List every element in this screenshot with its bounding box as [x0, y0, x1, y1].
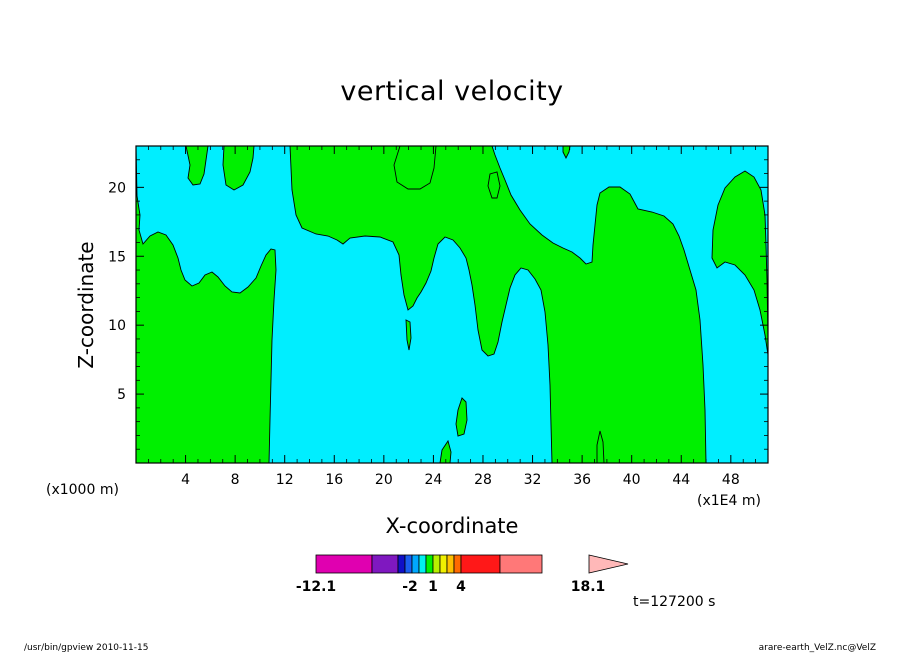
colorbar-swatch	[499, 554, 543, 574]
colorbar-swatch	[425, 554, 434, 574]
y-tick-label: 20	[108, 180, 126, 196]
x-axis: 4 8 12 16 20 24 28 32 36 40 44 48	[147, 146, 757, 488]
y-tick-label: 15	[108, 249, 126, 265]
x-tick-label: 24	[424, 472, 442, 488]
colorbar-tick-label: -12.1	[296, 579, 336, 595]
x-tick-label: 40	[623, 472, 641, 488]
time-label: t=127200 s	[633, 594, 716, 610]
colorbar-arrow	[588, 554, 629, 574]
colorbar-swatch	[315, 554, 373, 574]
x-tick-label: 28	[474, 472, 492, 488]
plot-frame	[135, 145, 769, 464]
x-tick-label: 4	[181, 472, 190, 488]
x-tick-label: 16	[325, 472, 343, 488]
positive-velocity-region	[393, 145, 437, 190]
positive-velocity-region	[487, 171, 501, 199]
y-tick-label: 10	[108, 318, 126, 334]
x-tick-label: 8	[231, 472, 240, 488]
x-axis-unit-left: (x1000 m)	[46, 482, 119, 498]
x-tick-label: 12	[276, 472, 294, 488]
positive-velocity-region	[135, 145, 277, 464]
positive-velocity-region	[405, 319, 412, 351]
positive-velocity-region	[222, 145, 255, 191]
x-axis-unit-right: (x1E4 m)	[697, 493, 761, 509]
x-axis-label: X-coordinate	[385, 514, 519, 538]
colorbar: -12.1 -2 1 4 18.1	[296, 554, 629, 595]
x-tick-label: 32	[524, 472, 542, 488]
footer-left: /usr/bin/gpview 2010-11-15	[24, 643, 149, 653]
footer-right: arare-earth_VelZ.nc@VelZ	[758, 643, 876, 653]
colorbar-tick-label: 18.1	[571, 579, 606, 595]
colorbar-tick-label: 1	[428, 579, 438, 595]
colorbar-swatch	[446, 554, 455, 574]
colorbar-swatch	[453, 554, 462, 574]
colorbar-tick-label: -2	[402, 579, 418, 595]
positive-velocity-region	[289, 145, 707, 464]
y-axis: 5 10 15 20	[108, 159, 768, 450]
colorbar-swatch	[371, 554, 399, 574]
positive-velocity-region	[185, 145, 209, 186]
chart-title: vertical velocity	[340, 76, 564, 107]
colorbar-tick-label: 4	[456, 579, 466, 595]
positive-velocity-region	[455, 397, 468, 437]
colorbar-swatch	[460, 554, 501, 574]
colorbar-swatch	[404, 554, 413, 574]
plot-area	[135, 145, 769, 464]
y-tick-label: 5	[117, 387, 126, 403]
colorbar-swatch	[411, 554, 420, 574]
colorbar-swatch	[439, 554, 448, 574]
x-tick-label: 36	[573, 472, 591, 488]
x-tick-label: 20	[375, 472, 393, 488]
colorbar-swatch	[397, 554, 406, 574]
x-tick-label: 48	[722, 472, 740, 488]
x-tick-label: 44	[672, 472, 690, 488]
colorbar-swatch	[418, 554, 427, 574]
colorbar-swatch	[432, 554, 441, 574]
